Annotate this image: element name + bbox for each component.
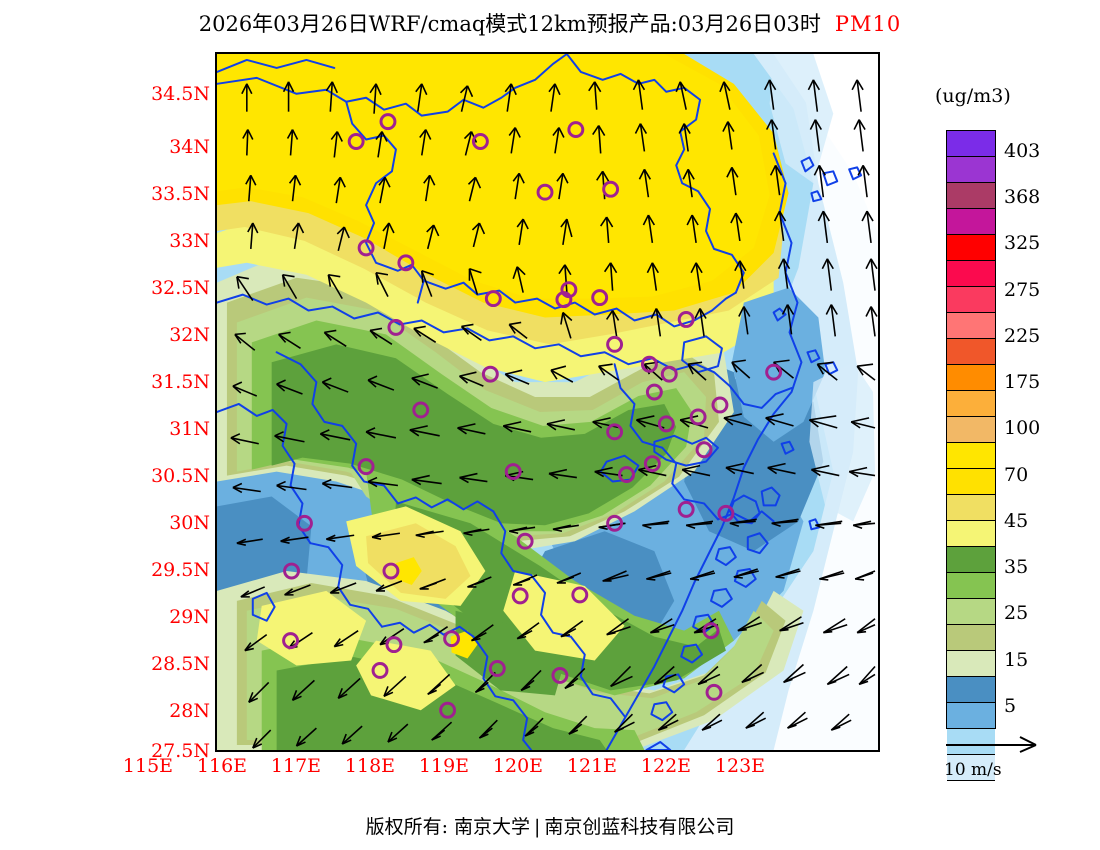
station-markers[interactable] — [282, 113, 783, 719]
wind-scale-arrow-icon — [946, 736, 1037, 753]
colorbar-segment — [947, 755, 995, 781]
colorbar-tick-label: 100 — [1004, 417, 1041, 439]
colorbar-tick-label: 70 — [1004, 464, 1029, 486]
colorbar-segment — [947, 729, 995, 755]
y-tick-label: 30N — [169, 512, 210, 534]
y-tick-label: 30.5N — [151, 465, 210, 487]
colorbar-segment — [947, 365, 995, 391]
colorbar-tick-label: 368 — [1004, 186, 1041, 208]
concentration-field — [217, 54, 878, 750]
colorbar-tick-label: 35 — [1004, 556, 1029, 578]
colorbar-segment — [947, 625, 995, 651]
colorbar-segment — [947, 417, 995, 443]
y-tick-label: 32.5N — [151, 277, 210, 299]
footer-copyright-text: 版权所有: 南京大学 — [365, 816, 531, 838]
y-tick-label: 27.5N — [151, 740, 210, 762]
footer-separator: | — [534, 816, 541, 838]
colorbar-tick-label: 325 — [1004, 232, 1041, 254]
colorbar-segment — [947, 703, 995, 729]
title-main-text: 2026年03月26日WRF/cmaq模式12km预报产品:03月26日03时 — [198, 12, 821, 36]
y-tick-label: 31N — [169, 418, 210, 440]
x-tick-label: 121E — [566, 755, 618, 777]
x-tick-label: 123E — [714, 755, 766, 777]
colorbar-segment — [947, 235, 995, 261]
footer-company-text: 南京创蓝科技有限公司 — [544, 816, 735, 838]
colorbar-segment — [947, 261, 995, 287]
colorbar-segment — [947, 599, 995, 625]
colorbar-segment — [947, 391, 995, 417]
map-plot-area[interactable] — [215, 52, 880, 752]
colorbar-segment — [947, 469, 995, 495]
colorbar-segment — [947, 209, 995, 235]
colorbar-segment — [947, 573, 995, 599]
colorbar-segment — [947, 131, 995, 157]
colorbar-segment — [947, 443, 995, 469]
colorbar-segment — [947, 339, 995, 365]
colorbar-segment — [947, 521, 995, 547]
x-tick-label: 118E — [344, 755, 396, 777]
colorbar-segment — [947, 183, 995, 209]
colorbar-segment — [947, 157, 995, 183]
wind-scale-key — [944, 733, 1094, 755]
colorbar-tick-label: 175 — [1004, 371, 1041, 393]
colorbar-unit-label: (ug/m3) — [935, 85, 1011, 107]
colorbar-tick-label: 25 — [1004, 602, 1029, 624]
colorbar-segment — [947, 677, 995, 703]
title-species-label: PM10 — [834, 12, 902, 36]
y-tick-label: 29.5N — [151, 559, 210, 581]
y-tick-label: 33N — [169, 230, 210, 252]
x-tick-label: 117E — [270, 755, 322, 777]
chart-title: 2026年03月26日WRF/cmaq模式12km预报产品:03月26日03时 P… — [0, 8, 1100, 38]
colorbar-tick-label: 45 — [1004, 510, 1029, 532]
colorbar-segment — [947, 495, 995, 521]
y-tick-label: 34.5N — [151, 83, 210, 105]
y-tick-label: 28.5N — [151, 653, 210, 675]
colorbar-segment — [947, 651, 995, 677]
x-tick-label: 115E — [122, 755, 174, 777]
y-tick-label: 33.5N — [151, 183, 210, 205]
footer-copyright: 版权所有: 南京大学 | 南京创蓝科技有限公司 — [0, 812, 1100, 839]
y-tick-label: 28N — [169, 700, 210, 722]
wind-scale-label: 10 m/s — [944, 760, 1002, 780]
colorbar-segment — [947, 313, 995, 339]
y-tick-label: 29N — [169, 606, 210, 628]
wind-vector-field — [230, 79, 878, 749]
y-tick-label: 31.5N — [151, 371, 210, 393]
y-tick-label: 34N — [169, 136, 210, 158]
x-tick-label: 116E — [196, 755, 248, 777]
colorbar-tick-label: 15 — [1004, 649, 1029, 671]
colorbar-tick-label: 275 — [1004, 279, 1041, 301]
colorbar-segment — [947, 547, 995, 573]
colorbar — [946, 130, 996, 806]
x-tick-label: 122E — [640, 755, 692, 777]
colorbar-tick-label: 5 — [1004, 695, 1017, 717]
colorbar-tick-label: 225 — [1004, 325, 1041, 347]
y-tick-label: 32N — [169, 324, 210, 346]
map-canvas — [217, 54, 878, 750]
x-tick-label: 120E — [492, 755, 544, 777]
x-tick-label: 119E — [418, 755, 470, 777]
administrative-boundaries — [217, 54, 863, 750]
colorbar-tick-label: 403 — [1004, 140, 1041, 162]
colorbar-segment — [947, 781, 995, 806]
colorbar-segment — [947, 287, 995, 313]
